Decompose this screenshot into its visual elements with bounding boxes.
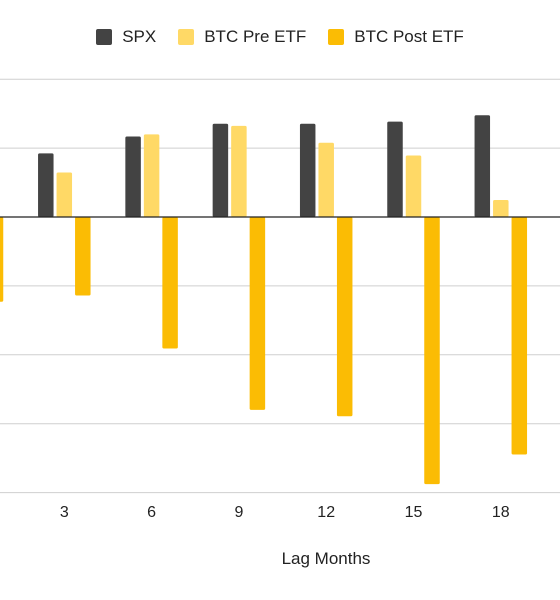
legend-label: SPX (122, 27, 157, 46)
x-tick-label: 18 (492, 504, 510, 521)
bar-spx-9 (212, 123, 229, 217)
bar-spx-15 (387, 121, 403, 217)
bar-btc-pre-etf-3 (56, 172, 73, 217)
bar-spx-6 (125, 136, 141, 217)
x-tick-label: 9 (234, 504, 243, 521)
chart-legend: SPX BTC Pre ETF BTC Post ETF (0, 27, 560, 47)
bar-btc-post-etf-3 (75, 217, 91, 296)
x-tick-label: 12 (317, 504, 335, 521)
x-tick-label: 15 (405, 504, 423, 521)
bar-btc-post-etf-9 (249, 217, 266, 410)
legend-label: BTC Pre ETF (204, 27, 307, 46)
bar-spx-12 (299, 123, 316, 217)
bar-spx-18 (474, 115, 491, 217)
bar-btc-post-etf-15 (424, 217, 440, 485)
legend-item: SPX (96, 27, 156, 47)
bar-btc-pre-etf-6 (143, 134, 160, 217)
bar-btc-pre-etf-18 (493, 200, 509, 217)
bar-btc-post-etf-6 (162, 217, 178, 349)
bar-spx-3 (38, 153, 54, 217)
legend-swatch (328, 29, 345, 45)
bar-btc-pre-etf-15 (405, 155, 422, 217)
bar-btc-post-etf-0 (0, 217, 4, 302)
legend-swatch (178, 29, 195, 45)
bar-btc-pre-etf-9 (231, 125, 247, 217)
legend-item: BTC Pre ETF (178, 27, 306, 47)
legend-label: BTC Post ETF (354, 27, 464, 46)
bar-btc-pre-etf-12 (318, 142, 334, 217)
x-tick-label: 6 (147, 504, 156, 521)
legend-item: BTC Post ETF (328, 27, 464, 47)
x-axis-title: Lag Months (281, 549, 371, 568)
x-tick-label: 3 (60, 504, 69, 521)
legend-swatch (96, 29, 113, 45)
bar-btc-post-etf-12 (336, 217, 353, 417)
bar-btc-post-etf-18 (511, 217, 528, 455)
